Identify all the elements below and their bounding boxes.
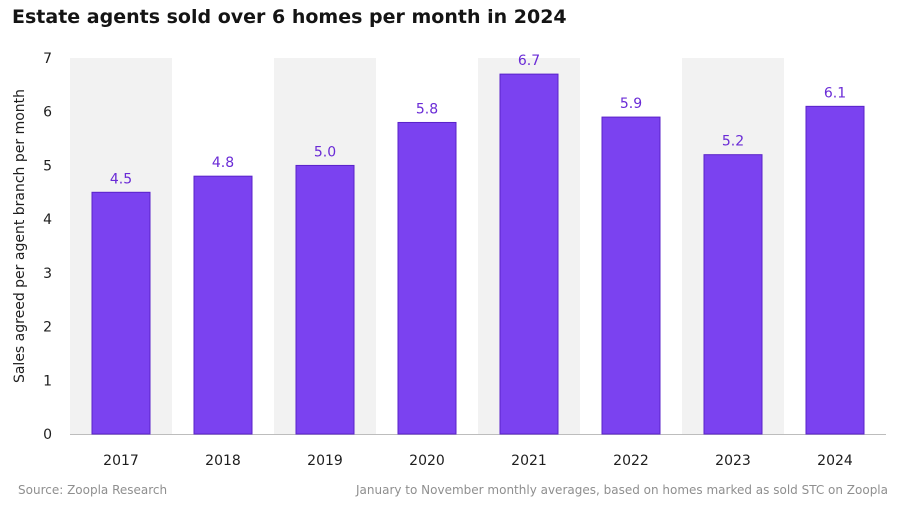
y-tick-2: 2 [43, 320, 52, 336]
data-labels-group: 4.5 4.8 5.0 5.8 6.7 5.9 5.2 6.1 [110, 53, 846, 187]
footnote: January to November monthly averages, ba… [356, 483, 888, 497]
data-label-2017: 4.5 [110, 171, 132, 187]
x-tick-2017: 2017 [103, 453, 139, 469]
x-tick-2023: 2023 [715, 453, 751, 469]
data-label-2019: 5.0 [314, 144, 336, 160]
bars-group [91, 73, 865, 435]
x-tick-2024: 2024 [817, 453, 853, 469]
bar-2017 [91, 191, 151, 435]
x-tick-2019: 2019 [307, 453, 343, 469]
data-label-2021: 6.7 [518, 53, 540, 69]
bar-2021 [499, 73, 559, 435]
x-tick-labels: 2017 2018 2019 2020 2021 2022 2023 2024 [103, 453, 853, 469]
chart-title: Estate agents sold over 6 homes per mont… [12, 6, 567, 28]
y-tick-6: 6 [43, 105, 52, 121]
y-tick-0: 0 [43, 427, 52, 443]
bar-2024 [805, 105, 865, 435]
y-tick-3: 3 [43, 266, 52, 282]
bar-2018 [193, 175, 253, 435]
data-label-2020: 5.8 [416, 101, 438, 117]
y-tick-5: 5 [43, 158, 52, 174]
data-label-2018: 4.8 [212, 155, 234, 171]
y-tick-4: 4 [43, 212, 52, 228]
x-tick-2018: 2018 [205, 453, 241, 469]
y-axis-label: Sales agreed per agent branch per month [12, 89, 28, 383]
bar-2023 [703, 154, 763, 435]
data-label-2022: 5.9 [620, 96, 642, 112]
source-note: Source: Zoopla Research [18, 483, 168, 497]
y-tick-labels: 0 1 2 3 4 5 6 7 [43, 51, 52, 443]
bar-2020 [397, 121, 457, 435]
bar-2022 [601, 116, 661, 435]
data-label-2023: 5.2 [722, 134, 744, 150]
bar-2019 [295, 164, 355, 435]
x-tick-2021: 2021 [511, 453, 547, 469]
y-tick-1: 1 [43, 373, 52, 389]
y-tick-7: 7 [43, 51, 52, 67]
x-tick-2020: 2020 [409, 453, 445, 469]
x-tick-2022: 2022 [613, 453, 649, 469]
data-label-2024: 6.1 [824, 85, 846, 101]
